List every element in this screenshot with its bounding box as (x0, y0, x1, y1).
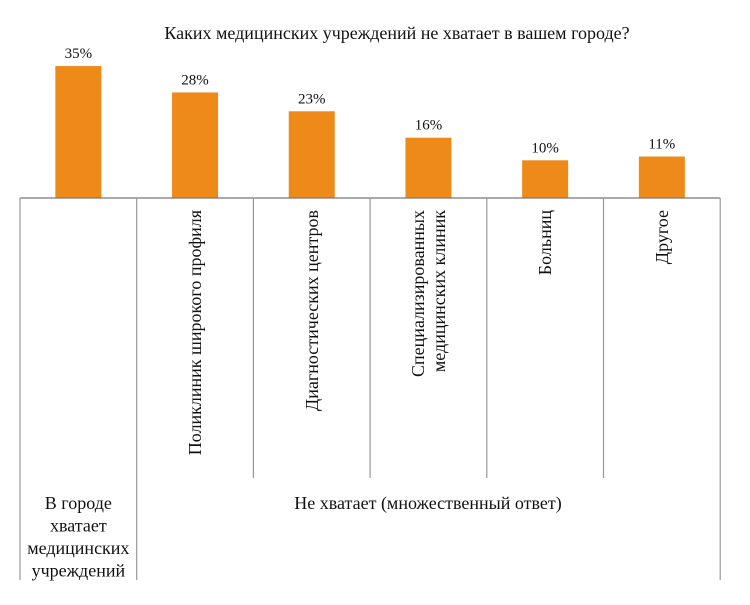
value-label: 16% (415, 118, 443, 134)
bar (522, 160, 569, 198)
category-label: учреждений (32, 561, 126, 581)
category-label: Больниц (535, 210, 555, 276)
category-label: Поликлиник широкого профиля (185, 210, 205, 455)
bar (288, 111, 335, 198)
bar (638, 156, 685, 198)
chart-title: Каких медицинских учреждений не хватает … (164, 23, 629, 43)
bar (55, 66, 102, 198)
bar (405, 137, 452, 198)
group-label: Не хватает (множественный ответ) (294, 493, 562, 514)
category-label: хватает (50, 516, 107, 536)
value-label: 35% (65, 46, 93, 62)
bar (172, 92, 219, 198)
value-label: 10% (531, 140, 559, 156)
category-label: В городе (45, 493, 112, 513)
value-label: 11% (648, 137, 675, 153)
category-label: Специализированных (408, 210, 428, 377)
category-label: медицинских (27, 538, 129, 558)
value-label: 23% (298, 91, 326, 107)
category-label: Диагностических центров (302, 210, 322, 411)
category-label: медицинских клиник (429, 210, 449, 372)
category-label: Другое (652, 210, 672, 264)
value-label: 28% (181, 72, 209, 88)
